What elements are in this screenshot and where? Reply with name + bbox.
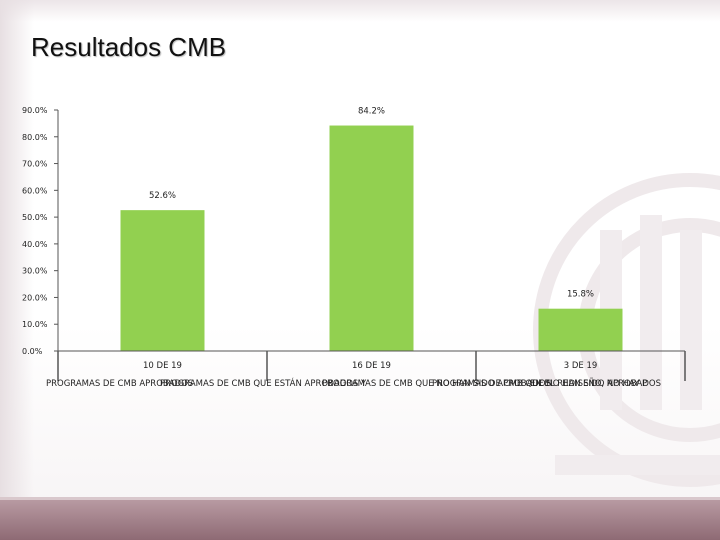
y-tick-label: 20.0%	[22, 293, 48, 302]
bar-chart: 0.0% 10.0% 20.0% 30.0% 40.0% 50.0% 60.0% 70.0% 8…	[22, 106, 686, 389]
series-label: PROGRAMAS DE CMB APROBADOS	[46, 379, 193, 389]
slide-frame-top	[0, 0, 720, 22]
bar	[120, 210, 205, 351]
y-tick-label: 30.0%	[22, 267, 48, 276]
y-tick-label: 0.0%	[22, 347, 43, 356]
series-label: EN EL REDISEÑO, NO HAY P	[530, 378, 647, 389]
bar	[329, 125, 414, 351]
y-axis: 0.0% 10.0% 20.0% 30.0% 40.0% 50.0% 60.0% 70.0% 8…	[22, 106, 59, 356]
series-label: PROGRAMAS DE CMB QUE NO HAN SIDO APROBAD…	[432, 379, 661, 389]
x-category-label: 10 DE 19	[143, 361, 182, 371]
bars: 52.6% 84.2% 15.8%	[120, 107, 623, 351]
y-tick-label: 90.0%	[22, 106, 48, 115]
y-tick-label: 50.0%	[22, 213, 48, 222]
bar	[538, 308, 623, 351]
slide-frame-left	[0, 0, 34, 540]
x-axis: 10 DE 19 16 DE 19 3 DE 19 PROGRAMAS DE CMB …	[46, 350, 686, 389]
y-tick-label: 10.0%	[22, 320, 48, 329]
footer-band	[0, 500, 720, 540]
y-tick-label: 40.0%	[22, 240, 48, 249]
bar-value-label: 15.8%	[567, 290, 594, 300]
y-tick-label: 60.0%	[22, 186, 48, 195]
bar-value-label: 52.6%	[149, 191, 176, 201]
y-tick-label: 70.0%	[22, 160, 48, 169]
x-category-label: 16 DE 19	[352, 361, 391, 371]
series-label: PROGRAMAS DE CMB QUE ESTÁN APROBADOS Y	[160, 377, 367, 389]
footer-band-line	[0, 497, 720, 500]
series-label: PROGRAMAS DE CMB QUE NO HAN SIDO APROBAD…	[322, 379, 551, 389]
y-tick-label: 80.0%	[22, 133, 48, 142]
bar-value-label: 84.2%	[358, 107, 385, 117]
slide-title: Resultados CMB	[31, 32, 227, 62]
x-category-label: 3 DE 19	[564, 361, 598, 371]
